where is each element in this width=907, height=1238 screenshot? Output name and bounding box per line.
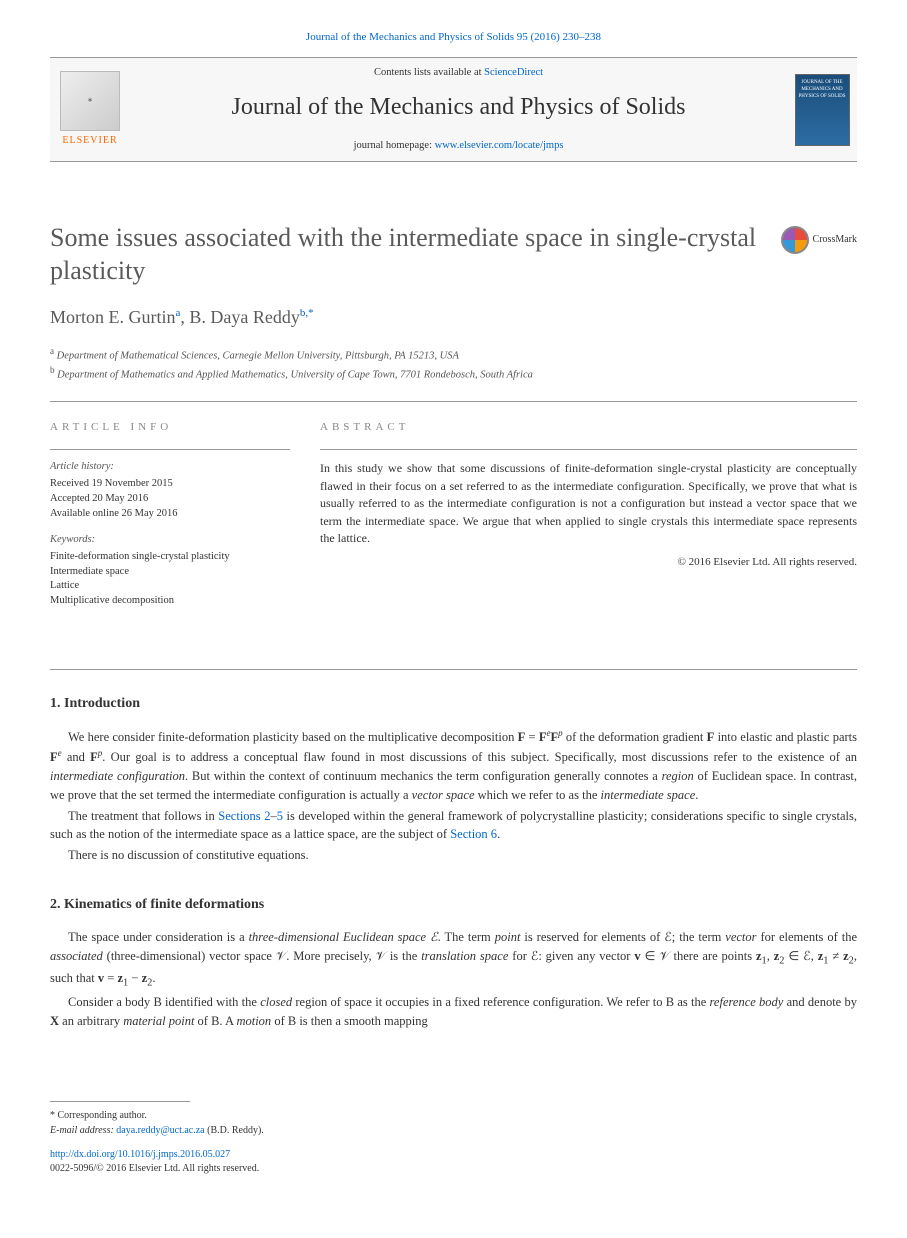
authors-line: Morton E. Gurtina, B. Daya Reddyb,*: [50, 305, 857, 330]
article-info-label: ARTICLE INFO: [50, 420, 290, 435]
journal-header-center: Contents lists available at ScienceDirec…: [130, 58, 787, 161]
keywords-label: Keywords:: [50, 533, 290, 548]
affiliations: a Department of Mathematical Sciences, C…: [50, 345, 857, 384]
affiliation-b: Department of Mathematics and Applied Ma…: [57, 369, 533, 380]
title-row: Some issues associated with the intermed…: [50, 222, 857, 287]
top-citation: Journal of the Mechanics and Physics of …: [50, 30, 857, 45]
homepage-line: journal homepage: www.elsevier.com/locat…: [354, 139, 564, 154]
keyword-3: Lattice: [50, 579, 290, 594]
link-section-6[interactable]: Section 6: [450, 827, 497, 841]
journal-header-box: ∗ ELSEVIER Contents lists available at S…: [50, 57, 857, 162]
abstract-label: ABSTRACT: [320, 420, 857, 435]
keyword-4: Multiplicative decomposition: [50, 594, 290, 609]
elsevier-label: ELSEVIER: [62, 134, 117, 148]
abstract-col: ABSTRACT In this study we show that some…: [320, 420, 857, 609]
article-title: Some issues associated with the intermed…: [50, 222, 761, 287]
affiliation-a: Department of Mathematical Sciences, Car…: [57, 350, 459, 361]
citation-journal-link[interactable]: Journal of the Mechanics and Physics of …: [306, 31, 514, 43]
crossmark-icon: [781, 226, 809, 254]
section-1-para-1: We here consider finite-deformation plas…: [50, 727, 857, 804]
history-online: Available online 26 May 2016: [50, 507, 290, 522]
crossmark-label: CrossMark: [813, 233, 857, 247]
author-2-affil[interactable]: b,*: [300, 307, 314, 319]
doi-link[interactable]: http://dx.doi.org/10.1016/j.jmps.2016.05…: [50, 1148, 857, 1162]
section-1-para-2: The treatment that follows in Sections 2…: [50, 807, 857, 845]
section-2-para-1: The space under consideration is a three…: [50, 928, 857, 991]
author-2: B. Daya Reddy: [189, 307, 299, 327]
section-2-para-2: Consider a body B identified with the cl…: [50, 993, 857, 1031]
journal-name: Journal of the Mechanics and Physics of …: [232, 91, 686, 125]
elsevier-tree-icon: ∗: [60, 71, 120, 131]
contents-available-line: Contents lists available at ScienceDirec…: [374, 66, 543, 81]
author-1-affil[interactable]: a: [176, 307, 181, 319]
sciencedirect-link[interactable]: ScienceDirect: [484, 67, 543, 78]
keyword-2: Intermediate space: [50, 565, 290, 580]
history-received: Received 19 November 2015: [50, 477, 290, 492]
crossmark-badge[interactable]: CrossMark: [781, 226, 857, 254]
info-abstract-row: ARTICLE INFO Article history: Received 1…: [50, 420, 857, 609]
abstract-text: In this study we show that some discussi…: [320, 460, 857, 547]
link-sections-2[interactable]: Sections 2: [218, 809, 270, 823]
history-accepted: Accepted 20 May 2016: [50, 492, 290, 507]
email-link[interactable]: daya.reddy@uct.ac.za: [116, 1125, 204, 1136]
homepage-link[interactable]: www.elsevier.com/locate/jmps: [435, 140, 564, 151]
footnote-email: E-mail address: daya.reddy@uct.ac.za (B.…: [50, 1123, 857, 1138]
section-1-para-3: There is no discussion of constitutive e…: [50, 846, 857, 865]
elsevier-logo[interactable]: ∗ ELSEVIER: [50, 58, 130, 161]
footer-copyright: 0022-5096/© 2016 Elsevier Ltd. All right…: [50, 1162, 857, 1176]
author-1: Morton E. Gurtin: [50, 307, 176, 327]
article-info-col: ARTICLE INFO Article history: Received 1…: [50, 420, 290, 609]
keyword-1: Finite-deformation single-crystal plasti…: [50, 550, 290, 565]
section-1-heading: 1. Introduction: [50, 694, 857, 714]
divider-top: [50, 401, 857, 402]
section-2-heading: 2. Kinematics of finite deformations: [50, 895, 857, 915]
divider-bottom: [50, 669, 857, 670]
abstract-copyright: © 2016 Elsevier Ltd. All rights reserved…: [320, 555, 857, 570]
footnote-corresponding: * Corresponding author.: [50, 1108, 857, 1123]
history-label: Article history:: [50, 460, 290, 475]
footnote-divider: [50, 1101, 190, 1102]
journal-cover-thumb[interactable]: JOURNAL OF THE MECHANICS AND PHYSICS OF …: [787, 58, 857, 161]
cover-image: JOURNAL OF THE MECHANICS AND PHYSICS OF …: [795, 74, 850, 146]
